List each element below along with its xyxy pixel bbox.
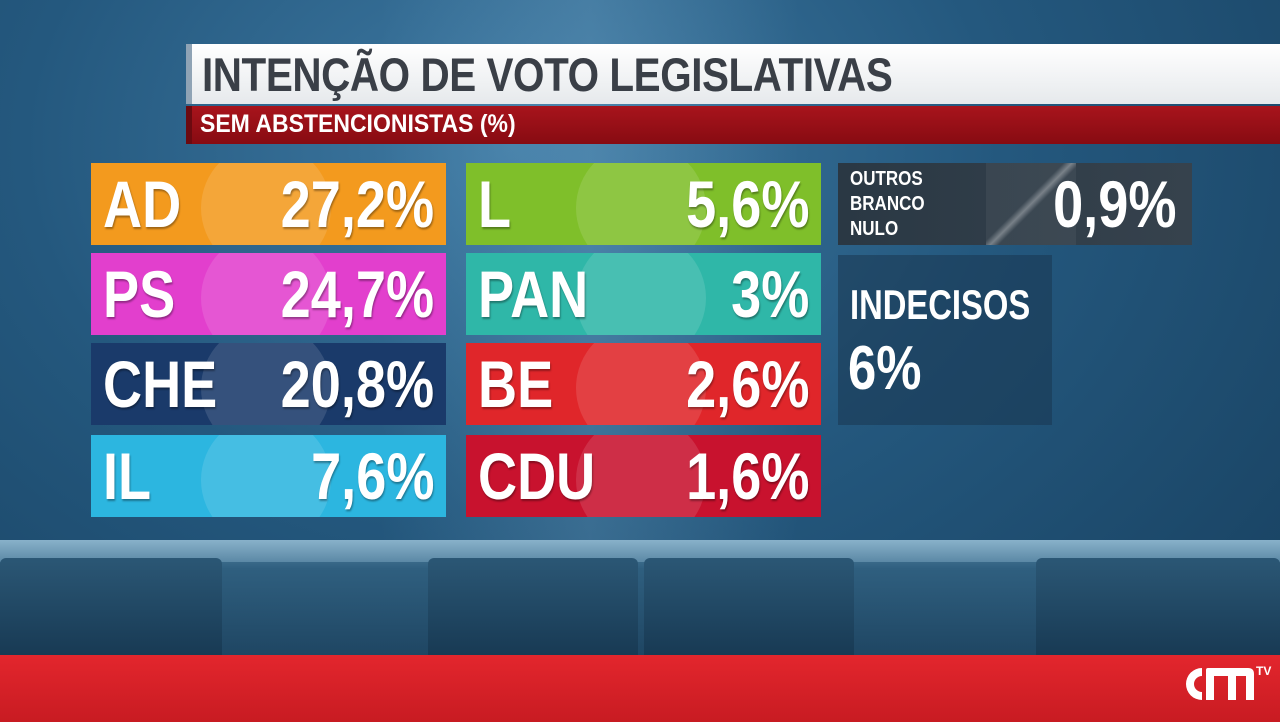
party-value: 20,8%: [280, 347, 434, 421]
party-tile-ps: PS 24,7%: [91, 253, 446, 335]
studio-desk-center-left: [428, 558, 638, 655]
party-emblem-decoration: [201, 163, 331, 245]
party-tile-be: BE 2,6%: [466, 343, 821, 425]
party-emblem-decoration: [576, 343, 706, 425]
party-value: 3%: [730, 257, 809, 331]
others-stripe-decoration: [986, 163, 1076, 245]
party-name: CDU: [478, 439, 596, 513]
undecided-tile: INDECISOS 6%: [838, 255, 1052, 425]
party-name: IL: [103, 439, 152, 513]
party-tile-che: CHE 20,8%: [91, 343, 446, 425]
studio-floor-highlight: [0, 540, 1280, 562]
party-emblem-decoration: [201, 343, 331, 425]
party-name: PS: [103, 257, 176, 331]
party-name: AD: [103, 167, 182, 241]
others-label-branco: BRANCO: [850, 193, 925, 215]
others-value: 0,9%: [1052, 167, 1176, 241]
party-value: 1,6%: [685, 439, 809, 513]
studio-desk-right: [1036, 558, 1280, 655]
undecided-value: 6%: [848, 334, 922, 403]
undecided-label: INDECISOS: [850, 281, 1031, 328]
chart-subtitle: SEM ABSTENCIONISTAS (%): [200, 110, 516, 138]
footer-bar: [0, 655, 1280, 722]
party-emblem-decoration: [201, 435, 331, 517]
party-tile-ad: AD 27,2%: [91, 163, 446, 245]
studio-desk-left: [0, 558, 222, 655]
party-name: CHE: [103, 347, 218, 421]
party-value: 7,6%: [310, 439, 434, 513]
party-tile-pan: PAN 3%: [466, 253, 821, 335]
others-label-outros: OUTROS: [850, 168, 923, 190]
party-value: 2,6%: [685, 347, 809, 421]
party-tile-il: IL 7,6%: [91, 435, 446, 517]
party-tile-l: L 5,6%: [466, 163, 821, 245]
party-name: L: [478, 167, 512, 241]
party-name: BE: [478, 347, 554, 421]
party-name: PAN: [478, 257, 589, 331]
others-label-nulo: NULO: [850, 218, 899, 240]
party-tile-cdu: CDU 1,6%: [466, 435, 821, 517]
subtitle-bar: SEM ABSTENCIONISTAS (%): [186, 106, 1280, 144]
party-emblem-decoration: [576, 253, 706, 335]
party-value: 27,2%: [280, 167, 434, 241]
party-emblem-decoration: [576, 163, 706, 245]
party-value: 24,7%: [280, 257, 434, 331]
others-tile: OUTROS BRANCO NULO 0,9%: [838, 163, 1192, 245]
cm-logo-icon: [1186, 668, 1254, 700]
chart-title: INTENÇÃO DE VOTO LEGISLATIVAS: [202, 48, 893, 101]
party-emblem-decoration: [201, 253, 331, 335]
others-labels: OUTROS BRANCO NULO: [850, 167, 925, 242]
party-emblem-decoration: [576, 435, 706, 517]
title-bar: INTENÇÃO DE VOTO LEGISLATIVAS: [186, 44, 1280, 104]
party-value: 5,6%: [685, 167, 809, 241]
logo-tv-label: TV: [1256, 664, 1272, 678]
studio-desk-center-right: [644, 558, 854, 655]
